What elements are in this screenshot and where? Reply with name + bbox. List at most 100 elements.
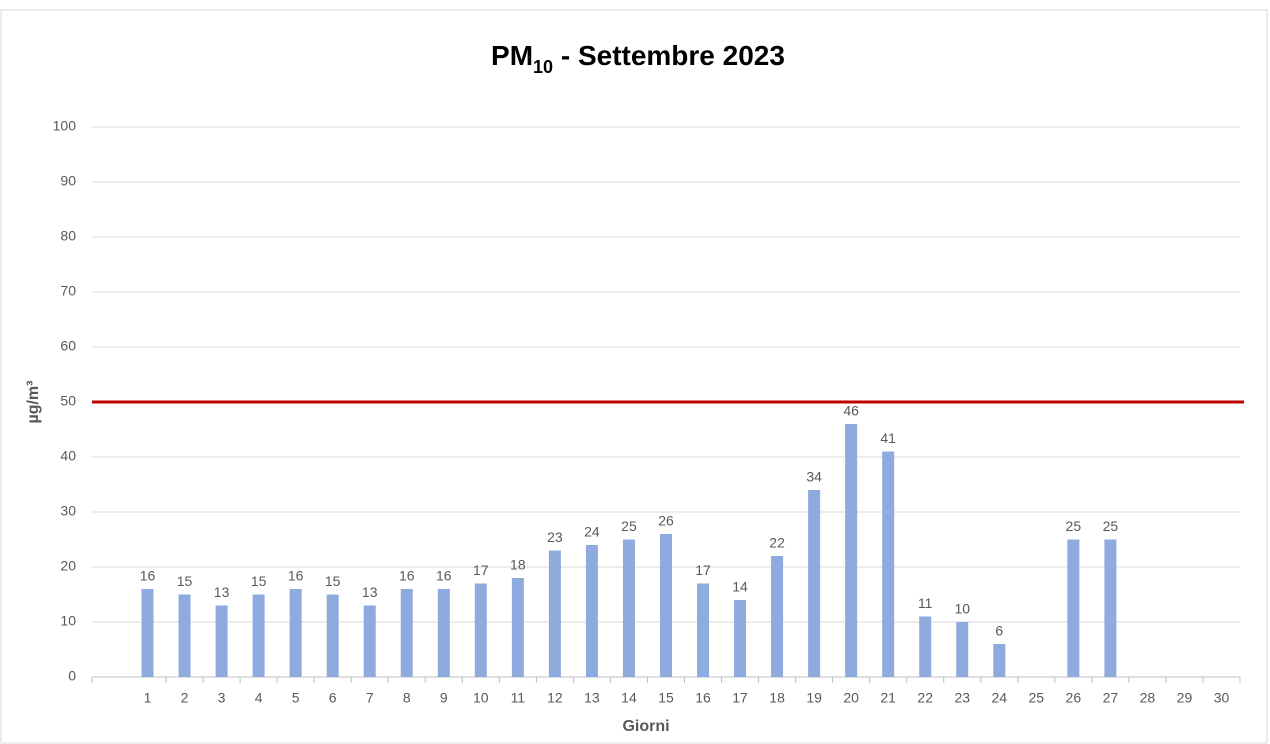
y-tick-label: 30 [60,503,76,519]
title-subscript: 10 [533,57,553,77]
chart-title: PM10 - Settembre 2023 [491,40,785,76]
data-label: 25 [621,518,637,534]
bar [363,605,376,677]
x-axis-label: Giorni [622,718,669,735]
y-axis-label: µg/m³ [25,381,42,424]
data-label: 22 [769,535,785,551]
x-tick-label: 8 [403,690,411,706]
data-label: 14 [732,579,748,595]
data-label: 10 [954,601,970,617]
x-tick-label: 30 [1214,690,1230,706]
x-tick-label: 18 [769,690,785,706]
x-tick-label: 16 [695,690,711,706]
bar [252,594,265,677]
data-label: 15 [325,573,341,589]
x-tick-label: 4 [255,690,263,706]
y-tick-label: 40 [60,448,76,464]
bar [919,616,932,677]
x-tick-label: 10 [473,690,489,706]
data-label: 34 [806,469,822,485]
bar [956,622,969,677]
x-tick-label: 22 [917,690,933,706]
bar [289,589,302,677]
x-tick-label: 12 [547,690,563,706]
data-label: 16 [436,568,452,584]
data-label: 18 [510,557,526,573]
y-tick-label: 90 [60,173,76,189]
bar [734,600,747,677]
x-tick-label: 20 [843,690,859,706]
x-tick-label: 29 [1177,690,1193,706]
bar [400,589,413,677]
x-tick-label: 9 [440,690,448,706]
bar [882,451,895,677]
data-label: 24 [584,524,600,540]
bar [993,644,1006,677]
x-tick-label: 25 [1029,690,1045,706]
data-label: 15 [251,573,267,589]
bar [141,589,154,677]
x-tick-label: 15 [658,690,674,706]
y-tick-label: 20 [60,558,76,574]
data-label: 15 [177,573,193,589]
bar [1067,539,1080,677]
x-tick-label: 14 [621,690,637,706]
data-label: 46 [843,403,859,419]
bar [437,589,450,677]
x-tick-label: 24 [991,690,1007,706]
x-tick-label: 19 [806,690,822,706]
x-tick-label: 2 [181,690,189,706]
bar [326,594,339,677]
title-main: PM [491,40,533,71]
data-label: 16 [288,568,304,584]
x-tick-label: 23 [954,690,970,706]
x-tick-label: 17 [732,690,748,706]
bar [585,545,598,677]
bar [1104,539,1117,677]
y-tick-label: 60 [60,338,76,354]
data-label: 16 [399,568,415,584]
bar [697,583,710,677]
bar [548,550,561,677]
y-tick-label: 50 [60,393,76,409]
data-label: 25 [1066,518,1082,534]
bar [215,605,228,677]
x-tick-label: 28 [1140,690,1156,706]
data-label: 6 [995,623,1003,639]
x-tick-label: 27 [1103,690,1119,706]
bar [178,594,191,677]
data-label: 13 [214,584,230,600]
y-tick-label: 100 [53,118,77,134]
x-tick-label: 3 [218,690,226,706]
x-tick-label: 7 [366,690,374,706]
data-label: 23 [547,529,563,545]
x-tick-label: 21 [880,690,896,706]
y-tick-label: 10 [60,613,76,629]
x-tick-label: 13 [584,690,600,706]
title-rest: - Settembre 2023 [553,40,785,71]
x-tick-label: 26 [1066,690,1082,706]
data-label: 11 [918,595,933,611]
x-tick-label: 6 [329,690,337,706]
data-label: 13 [362,584,378,600]
data-label: 41 [880,430,896,446]
bar [622,539,635,677]
bar [845,424,858,677]
bar [808,490,821,677]
bar [771,556,784,677]
data-label: 17 [473,562,489,578]
x-tick-label: 1 [144,690,152,706]
bar [511,578,524,677]
data-label: 26 [658,513,674,529]
data-label: 17 [695,562,711,578]
x-tick-label: 5 [292,690,300,706]
y-tick-label: 0 [68,668,76,684]
data-label: 25 [1103,518,1119,534]
bar [659,534,672,677]
x-tick-label: 11 [511,690,526,706]
y-tick-label: 80 [60,228,76,244]
data-label: 16 [140,568,156,584]
bar [474,583,487,677]
y-tick-label: 70 [60,283,76,299]
